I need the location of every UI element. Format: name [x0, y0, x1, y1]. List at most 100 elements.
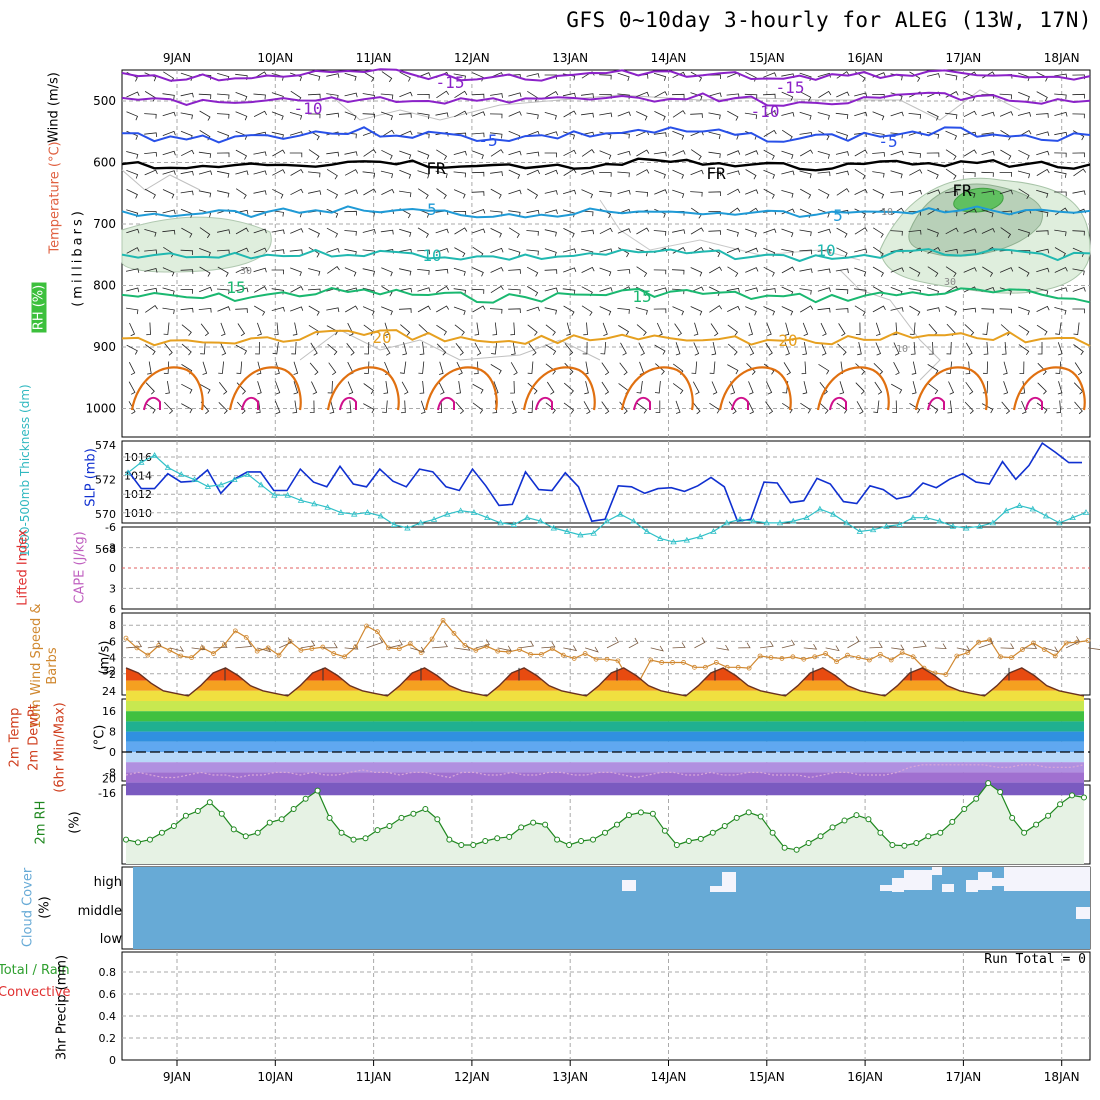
wind-barb — [235, 92, 248, 101]
wind-barb — [216, 288, 230, 295]
wind-barb — [708, 247, 721, 258]
wind-barb — [383, 342, 391, 356]
wind-barb — [420, 400, 426, 414]
wind-barb — [1037, 382, 1047, 395]
wind-barb — [435, 268, 449, 274]
wind-barb — [328, 362, 337, 376]
temp-color-band — [126, 741, 1084, 752]
wind-barb — [257, 322, 262, 336]
thickness-tick-label: 568 — [95, 543, 116, 556]
wind-barb — [963, 228, 977, 234]
x-tick-label-top: 10JAN — [257, 51, 293, 65]
wind10m-point — [746, 665, 752, 671]
thickness-point — [124, 469, 132, 476]
wind-barb — [999, 308, 1013, 314]
wind-barb — [162, 229, 176, 235]
wind-barb — [564, 343, 574, 356]
precip-tick-label: 0.8 — [99, 966, 117, 979]
wind-barb — [344, 267, 357, 277]
wind-barb — [1073, 168, 1087, 177]
wind10m-point — [407, 641, 413, 647]
wind-barb — [271, 249, 285, 254]
pressure-axis-label: (millibars) — [70, 208, 86, 307]
thickness-point — [776, 519, 784, 526]
rh2m-point — [709, 829, 716, 836]
pressure-tick-label: 800 — [93, 279, 116, 293]
thickness-point — [670, 538, 677, 545]
wind-barb — [818, 90, 832, 98]
wind-barb — [200, 341, 206, 355]
x-tick-label-bottom: 9JAN — [163, 1070, 191, 1084]
wind-barb — [581, 149, 595, 157]
wind-barb — [472, 267, 484, 277]
wind-barb — [964, 401, 974, 414]
wind-barb — [489, 113, 503, 119]
wind10m-point — [856, 655, 861, 660]
wind-barb — [362, 249, 376, 256]
wind-barb — [964, 324, 975, 336]
wind-barb — [563, 149, 577, 157]
wind-barb — [453, 150, 467, 156]
wind-barb — [346, 400, 352, 414]
wind-barb — [1054, 93, 1067, 100]
temp-contour-30 — [731, 396, 749, 411]
wind-barb — [363, 383, 375, 395]
rh2m-point — [194, 808, 201, 815]
cloud-clear-cell — [942, 884, 954, 892]
thickness-tick-label: 574 — [95, 439, 116, 452]
thickness-point — [484, 514, 491, 521]
wind-barb — [601, 401, 610, 415]
dewpt2m-line — [125, 764, 1085, 779]
wind-barb — [945, 73, 958, 81]
wind-barb — [927, 228, 939, 238]
wind10m-point — [768, 655, 774, 660]
lifted-index-tick-label: 6 — [109, 603, 116, 616]
wind-barb — [308, 73, 321, 81]
wind-barb — [745, 306, 757, 316]
wind-barb — [544, 209, 558, 215]
wind-barb — [1054, 152, 1067, 158]
temp-color-band — [126, 782, 1084, 796]
wind-barb — [180, 112, 193, 120]
wind-barb — [635, 91, 650, 98]
wind-barb — [581, 305, 593, 316]
wind-barb — [727, 207, 741, 216]
wind-barb — [653, 308, 667, 314]
x-tick-label-top: 17JAN — [946, 51, 982, 65]
wind-barb — [763, 72, 777, 78]
wind-barb — [455, 401, 465, 415]
wind-barb — [363, 71, 375, 82]
wind-barb — [708, 171, 722, 177]
rh2m-point — [961, 806, 968, 812]
wind-barb — [947, 400, 953, 414]
wind-barb — [527, 382, 538, 395]
wind10m-point — [910, 654, 916, 660]
wind-barb — [874, 381, 883, 395]
wind10m-barb — [956, 645, 971, 652]
wind-barb — [128, 401, 136, 415]
lifted-index-tick-label: 3 — [109, 582, 116, 595]
wind-barb — [490, 266, 504, 273]
contour-label: -10 — [751, 102, 780, 121]
wind10m-point — [1063, 640, 1069, 646]
wind10m-barb — [432, 641, 448, 649]
wind-barb — [1073, 344, 1084, 356]
wind-barb — [945, 248, 958, 254]
wind10m-point — [429, 636, 435, 642]
thickness-point — [710, 528, 717, 534]
wind-barb — [744, 93, 758, 99]
temp-color-band — [126, 711, 1084, 722]
wind10m-barb — [366, 637, 384, 649]
wind-barb — [526, 306, 540, 312]
thickness-point — [430, 516, 438, 522]
rh2m-point — [158, 829, 165, 836]
rh2m-point — [218, 810, 225, 817]
wind-barb — [617, 111, 631, 117]
wind-barb — [709, 266, 723, 274]
thickness-point — [284, 491, 291, 498]
wind-barb — [800, 188, 812, 199]
wind-barb — [981, 150, 995, 156]
wind-barb — [198, 307, 212, 313]
wind-barb — [254, 305, 266, 316]
wind10m-point — [342, 654, 348, 660]
